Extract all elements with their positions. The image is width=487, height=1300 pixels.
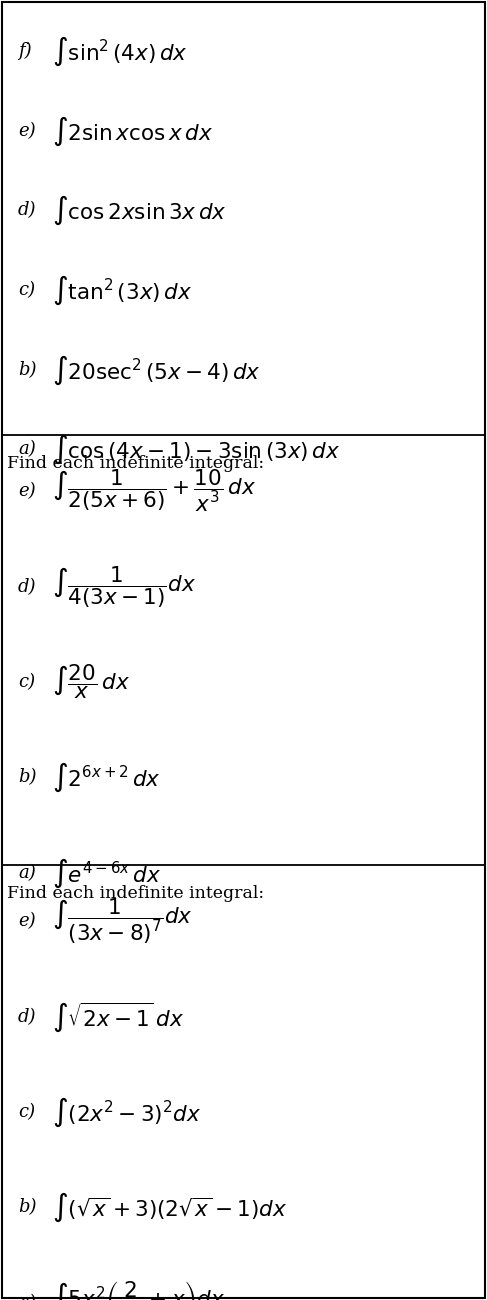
Text: a): a) [18,441,36,459]
Text: $\int\left(2x^2-3\right)^2 dx$: $\int\left(2x^2-3\right)^2 dx$ [52,1096,201,1128]
Text: a): a) [18,864,36,881]
Text: $\int 5x^2\left(\dfrac{2}{x^5}+x\right)dx$: $\int 5x^2\left(\dfrac{2}{x^5}+x\right)d… [52,1279,225,1300]
Text: $\int\tan^2\left(3x\right)\,dx$: $\int\tan^2\left(3x\right)\,dx$ [52,273,192,307]
Text: $\int\dfrac{20}{x}\,dx$: $\int\dfrac{20}{x}\,dx$ [52,663,130,702]
Text: c): c) [18,1104,35,1121]
Text: Find each indefinite integral:: Find each indefinite integral: [7,885,264,902]
Text: $\int 20\sec^2\left(5x-4\right)\,dx$: $\int 20\sec^2\left(5x-4\right)\,dx$ [52,354,261,386]
Text: $\int\sqrt{2x-1}\,dx$: $\int\sqrt{2x-1}\,dx$ [52,1000,184,1034]
Text: f): f) [18,42,32,60]
Text: $\int\dfrac{1}{\left(3x-8\right)^7}dx$: $\int\dfrac{1}{\left(3x-8\right)^7}dx$ [52,897,193,946]
Text: $\int\dfrac{1}{4\left(3x-1\right)}dx$: $\int\dfrac{1}{4\left(3x-1\right)}dx$ [52,564,196,610]
Text: c): c) [18,281,35,299]
Text: e): e) [18,482,36,500]
Text: e): e) [18,913,36,931]
Text: $\int\left(\sqrt{x}+3\right)\left(2\sqrt{x}-1\right)dx$: $\int\left(\sqrt{x}+3\right)\left(2\sqrt… [52,1191,287,1225]
Text: $\int\cos 2x\sin 3x\,dx$: $\int\cos 2x\sin 3x\,dx$ [52,194,226,228]
Text: b): b) [18,361,37,378]
Text: d): d) [18,202,37,220]
Text: a): a) [18,1294,36,1300]
Text: c): c) [18,673,35,692]
Text: $\int 2^{6x+2}\,dx$: $\int 2^{6x+2}\,dx$ [52,760,161,794]
Text: d): d) [18,577,37,595]
Text: b): b) [18,768,37,786]
Text: $\int\cos\left(4x-1\right)-3\sin\left(3x\right)\,dx$: $\int\cos\left(4x-1\right)-3\sin\left(3x… [52,433,340,467]
Text: $\int e^{4-6x}\,dx$: $\int e^{4-6x}\,dx$ [52,857,161,889]
Text: Find each indefinite integral:: Find each indefinite integral: [7,455,264,472]
Text: d): d) [18,1008,37,1026]
Text: $\int\sin^2\left(4x\right)\,dx$: $\int\sin^2\left(4x\right)\,dx$ [52,35,187,68]
Text: $\int\dfrac{1}{2\left(5x+6\right)}+\dfrac{10}{x^3}\,dx$: $\int\dfrac{1}{2\left(5x+6\right)}+\dfra… [52,468,256,515]
Text: b): b) [18,1199,37,1217]
Text: $\int 2\sin x\cos x\,dx$: $\int 2\sin x\cos x\,dx$ [52,114,213,147]
Text: e): e) [18,122,36,140]
